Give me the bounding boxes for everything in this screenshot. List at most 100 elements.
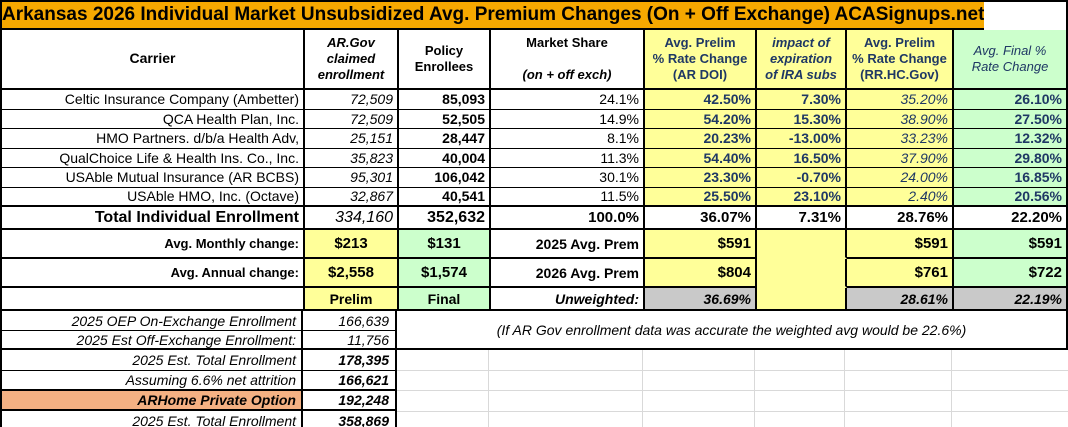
header-policy-enrollees: Policy Enrollees xyxy=(399,30,491,90)
cell-share: 24.1% xyxy=(491,90,645,110)
cell-enrollees: 52,505 xyxy=(399,109,491,129)
cell-claimed: 72,509 xyxy=(305,90,399,110)
total-label: Total Individual Enrollment xyxy=(2,207,305,230)
weighted-avg-note: (If AR Gov enrollment data was accurate … xyxy=(397,311,1068,350)
carrier-row: USAble HMO, Inc. (Octave) 32,867 40,541 … xyxy=(2,187,1066,207)
monthly-prelim-value: $213 xyxy=(305,230,399,259)
bottom-row: 2025 Est. Total Enrollment 358,869 xyxy=(2,411,395,427)
title-row: Arkansas 2026 Individual Market Unsubsid… xyxy=(2,2,1066,30)
total-doi: 36.07% xyxy=(645,207,757,230)
bottom-row-label: Assuming 6.6% net attrition xyxy=(2,371,303,391)
ira-merged-cell xyxy=(757,230,847,259)
cell-rrhc: 35.20% xyxy=(847,90,954,110)
header-prelim-rrhc: Avg. Prelim % Rate Change (RR.HC.Gov) xyxy=(847,30,954,90)
cell-enrollees: 40,541 xyxy=(399,187,491,207)
cell-ira: -13.00% xyxy=(757,129,847,149)
cell-rrhc: 38.90% xyxy=(847,109,954,129)
bottom-row-value: 358,869 xyxy=(338,413,389,427)
cell-claimed: 72,509 xyxy=(305,109,399,129)
monthly-change-row: Avg. Monthly change: $213 $131 2025 Avg.… xyxy=(2,230,1066,259)
total-enrollees: 352,632 xyxy=(399,207,491,230)
bottom-row-value: 166,621 xyxy=(303,371,395,391)
bottom-row: 2025 Est. Total Enrollment 178,395 xyxy=(2,350,395,371)
header-row: Carrier AR.Gov claimed enrollment Policy… xyxy=(2,30,1066,90)
arhome-label: ARHome Private Option xyxy=(2,391,303,411)
cell-carrier-name: QCA Health Plan, Inc. xyxy=(2,109,305,129)
header-market-share-line2: (on + off exch) xyxy=(522,67,612,83)
cell-share: 14.9% xyxy=(491,109,645,129)
empty-spreadsheet-grid xyxy=(397,350,1068,427)
carrier-row: Celtic Insurance Company (Ambetter) 72,5… xyxy=(2,90,1066,110)
cell-final: 20.56% xyxy=(954,187,1066,207)
header-claimed-enrollment: AR.Gov claimed enrollment xyxy=(305,30,399,90)
prem-2026-final: $722 xyxy=(954,259,1066,288)
bottom-row-label: 2025 Est Off-Exchange Enrollment: xyxy=(2,331,303,350)
cell-enrollees: 85,093 xyxy=(399,90,491,110)
prem-2026-doi: $804 xyxy=(645,259,757,288)
cell-doi: 25.50% xyxy=(645,187,757,207)
cell-share: 11.3% xyxy=(491,148,645,168)
cell-carrier-name: Celtic Insurance Company (Ambetter) xyxy=(2,90,305,110)
header-market-share-line1: Market Share xyxy=(526,34,608,50)
cell-carrier-name: USAble Mutual Insurance (AR BCBS) xyxy=(2,168,305,188)
total-claimed: 334,160 xyxy=(305,207,399,230)
unweighted-doi: 36.69% xyxy=(645,288,757,309)
arhome-value: 192,248 xyxy=(303,391,395,411)
empty-grid-row xyxy=(397,350,1068,371)
empty-grid-row xyxy=(397,391,1068,412)
header-final-rate: Avg. Final % Rate Change xyxy=(954,30,1066,90)
prelim-label: Prelim xyxy=(305,288,399,309)
cell-rrhc: 24.00% xyxy=(847,168,954,188)
cell-ira: 23.10% xyxy=(757,187,847,207)
total-ira: 7.31% xyxy=(757,207,847,230)
header-prelim-doi: Avg. Prelim % Rate Change (AR DOI) xyxy=(645,30,757,90)
page-title: Arkansas 2026 Individual Market Unsubsid… xyxy=(2,2,985,30)
cell-claimed: 32,867 xyxy=(305,187,399,207)
cell-ira: 7.30% xyxy=(757,90,847,110)
cell-doi: 20.23% xyxy=(645,129,757,149)
header-ira-impact: impact of expiration of IRA subs xyxy=(757,30,847,90)
bottom-row-arhome: ARHome Private Option 192,248 xyxy=(2,391,395,411)
ira-merged-cell xyxy=(757,288,847,309)
carrier-row: QualChoice Life & Health Ins. Co., Inc. … xyxy=(2,148,1066,168)
cell-final: 26.10% xyxy=(954,90,1066,110)
empty-grid-row xyxy=(397,370,1068,391)
carrier-row: HMO Partners. d/b/a Health Adv, 25,151 2… xyxy=(2,129,1066,149)
header-carrier: Carrier xyxy=(2,30,305,90)
header-market-share: Market Share (on + off exch) xyxy=(491,30,645,90)
cell-final: 27.50% xyxy=(954,109,1066,129)
final-label: Final xyxy=(399,288,491,309)
cell-share: 11.5% xyxy=(491,187,645,207)
annual-change-row: Avg. Annual change: $2,558 $1,574 2026 A… xyxy=(2,259,1066,288)
unweighted-rrhc: 28.61% xyxy=(847,288,954,309)
prem-2025-doi: $591 xyxy=(645,230,757,259)
cell-claimed: 35,823 xyxy=(305,148,399,168)
bottom-row: 2025 Est Off-Exchange Enrollment: 11,756 xyxy=(2,331,395,350)
cell-carrier-name: HMO Partners. d/b/a Health Adv, xyxy=(2,129,305,149)
cell-final: 29.80% xyxy=(954,148,1066,168)
bottom-row-label: 2025 OEP On-Exchange Enrollment xyxy=(2,311,303,331)
prem-2025-final: $591 xyxy=(954,230,1066,259)
cell-enrollees: 28,447 xyxy=(399,129,491,149)
total-share: 100.0% xyxy=(491,207,645,230)
cell-carrier-name: QualChoice Life & Health Ins. Co., Inc. xyxy=(2,148,305,168)
empty-grid-row xyxy=(397,411,1068,427)
cell-ira: -0.70% xyxy=(757,168,847,188)
total-row: Total Individual Enrollment 334,160 352,… xyxy=(2,207,1066,230)
bottom-row-label: 2025 Est. Total Enrollment xyxy=(2,350,303,371)
bottom-row-value: 11,756 xyxy=(303,331,395,350)
cell-claimed: 95,301 xyxy=(305,168,399,188)
ira-merged-cell xyxy=(757,259,847,288)
prem-2025-rrhc: $591 xyxy=(847,230,954,259)
cell-doi: 23.30% xyxy=(645,168,757,188)
cell-doi: 42.50% xyxy=(645,90,757,110)
cell-enrollees: 40,004 xyxy=(399,148,491,168)
total-final: 22.20% xyxy=(954,207,1066,230)
prem-2026-label: 2026 Avg. Prem xyxy=(491,259,645,288)
summary-blank-cell xyxy=(2,288,305,309)
cell-doi: 54.40% xyxy=(645,148,757,168)
cell-rrhc: 33.23% xyxy=(847,129,954,149)
total-rrhc: 28.76% xyxy=(847,207,954,230)
cell-ira: 16.50% xyxy=(757,148,847,168)
